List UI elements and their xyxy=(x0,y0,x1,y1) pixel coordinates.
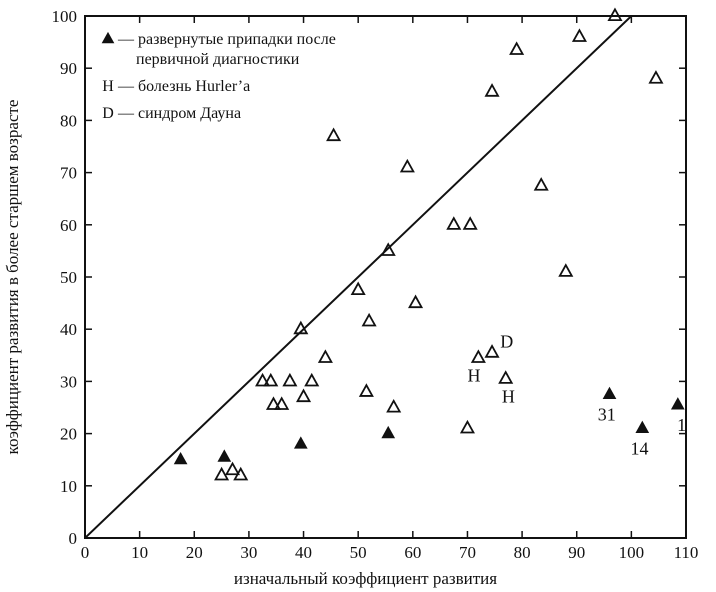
legend-entry-text: первичной диагностики xyxy=(136,51,300,68)
open-triangle-point xyxy=(350,281,366,296)
y-axis-label: коэффициент развития в более старшем воз… xyxy=(3,100,22,455)
open-triangle-point xyxy=(255,372,271,387)
open-triangle-point xyxy=(265,396,282,410)
open-triangle-point xyxy=(533,177,549,191)
point-annotation: 1 xyxy=(677,415,686,435)
identity-line xyxy=(85,16,633,538)
y-tick-label: 0 xyxy=(69,529,78,548)
open-triangle-point xyxy=(408,294,424,309)
open-triangle-point xyxy=(470,349,486,363)
y-tick-label: 90 xyxy=(60,59,77,78)
filled-triangle-point xyxy=(635,420,650,433)
open-triangle-point xyxy=(509,41,525,55)
filled-triangle-point xyxy=(173,451,188,465)
open-triangle-point xyxy=(386,398,402,413)
legend-marker: H xyxy=(102,78,114,95)
filled-triangle-point xyxy=(217,449,232,462)
x-tick-label: 100 xyxy=(619,543,645,562)
open-triangle-point xyxy=(224,461,241,476)
y-tick-label: 50 xyxy=(60,268,77,287)
x-tick-label: 50 xyxy=(350,543,367,562)
x-tick-label: 110 xyxy=(674,543,699,562)
open-triangle-point xyxy=(326,127,342,142)
point-annotation: 31 xyxy=(598,405,616,425)
open-triangle-point xyxy=(484,83,500,97)
x-tick-label: 70 xyxy=(459,543,476,562)
open-triangle-point xyxy=(380,242,396,256)
x-tick-label: 60 xyxy=(404,543,421,562)
open-triangle-point xyxy=(571,28,587,42)
open-triangle-point xyxy=(399,158,415,173)
x-tick-label: 20 xyxy=(186,543,203,562)
filled-triangle-point xyxy=(293,436,308,449)
open-triangle-point xyxy=(484,344,500,358)
legend-entry-text: — синдром Дауна xyxy=(117,105,241,122)
open-triangle-point xyxy=(282,372,298,387)
open-triangle-point xyxy=(446,216,462,230)
open-triangle-point xyxy=(648,70,664,84)
x-tick-label: 10 xyxy=(131,543,148,562)
open-triangle-point xyxy=(361,312,377,327)
open-triangle-point xyxy=(358,383,374,397)
filled-triangle-point xyxy=(381,425,396,439)
open-triangle-point xyxy=(498,370,514,384)
y-tick-label: 20 xyxy=(60,425,77,444)
filled-triangle-point xyxy=(602,386,617,400)
open-triangle-point xyxy=(214,466,230,481)
open-triangle-point xyxy=(296,388,312,403)
y-tick-label: 70 xyxy=(60,164,77,183)
x-tick-label: 90 xyxy=(568,543,585,562)
legend-entry-text: — развернутые припадки после xyxy=(117,31,336,48)
open-triangle-point xyxy=(233,466,249,481)
open-triangle-point xyxy=(293,320,309,335)
y-tick-label: 30 xyxy=(60,372,77,391)
open-triangle-point xyxy=(607,7,623,22)
open-triangle-point xyxy=(558,263,574,277)
point-annotation: H xyxy=(468,365,481,385)
legend-entry-text: — болезнь Hurler’a xyxy=(117,78,250,95)
y-tick-label: 10 xyxy=(60,477,77,496)
point-annotation: 14 xyxy=(631,438,649,458)
y-tick-label: 80 xyxy=(60,111,77,130)
legend-marker: D xyxy=(102,105,114,122)
point-annotation: D xyxy=(500,331,513,351)
legend-filled-triangle-icon xyxy=(101,31,115,44)
x-tick-label: 40 xyxy=(295,543,312,562)
open-triangle-point xyxy=(304,372,320,387)
y-tick-label: 40 xyxy=(60,320,77,339)
x-tick-label: 80 xyxy=(514,543,531,562)
y-tick-label: 100 xyxy=(52,7,78,26)
point-annotation: H xyxy=(502,386,515,406)
open-triangle-point xyxy=(317,349,333,363)
x-axis-label: изначальный коэффициент развития xyxy=(234,569,497,588)
x-tick-label: 30 xyxy=(240,543,257,562)
x-tick-label: 0 xyxy=(81,543,90,562)
open-triangle-point xyxy=(274,396,290,410)
open-triangle-point xyxy=(263,372,279,387)
y-tick-label: 60 xyxy=(60,216,77,235)
filled-triangle-point xyxy=(670,397,685,410)
open-triangle-point xyxy=(459,419,475,434)
open-triangle-point xyxy=(462,216,478,230)
